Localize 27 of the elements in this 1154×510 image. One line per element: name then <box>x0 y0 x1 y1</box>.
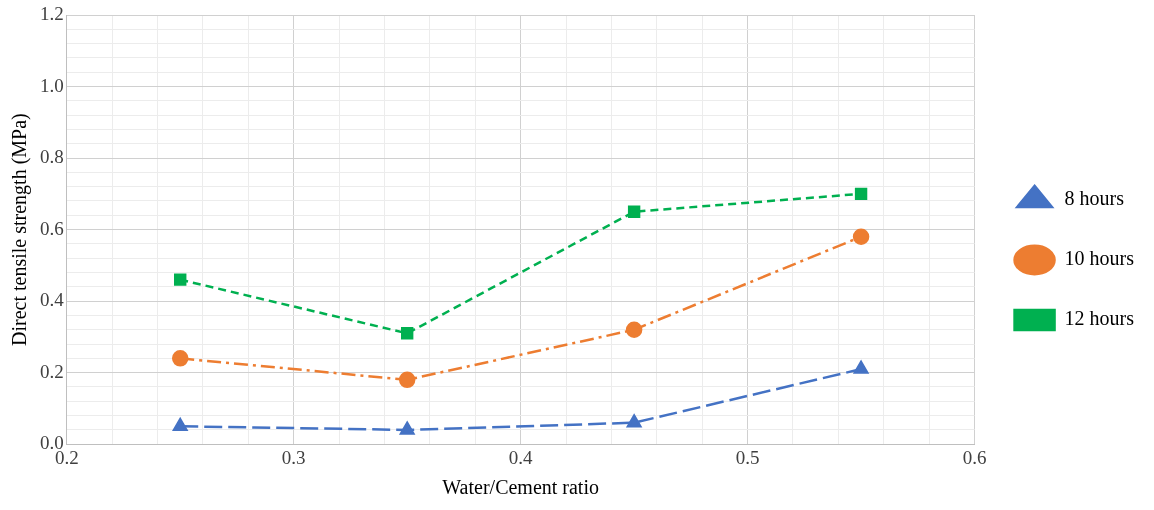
point <box>852 228 870 245</box>
point <box>854 187 868 201</box>
legend-label: 12 hours <box>1064 307 1135 330</box>
point <box>626 414 642 428</box>
x-tick-label: 0.5 <box>735 446 760 468</box>
y-tick-label: 0.2 <box>40 360 64 382</box>
point <box>853 360 869 374</box>
y-tick-label: 1.0 <box>40 74 64 96</box>
point <box>398 371 416 389</box>
x-tick-label: 0.6 <box>962 446 987 468</box>
legend-label: 10 hours <box>1064 247 1135 270</box>
point <box>174 273 187 286</box>
x-axis-title: Water/Cement ratio <box>442 476 599 499</box>
x-tick-label: 0.3 <box>281 446 306 468</box>
y-axis-title: Direct tensile strength (MPa) <box>8 113 32 346</box>
x-tick-label: 0.4 <box>508 446 534 468</box>
point <box>627 205 641 218</box>
legend-label: 8 hours <box>1064 187 1125 210</box>
point <box>400 327 414 340</box>
point <box>171 350 189 367</box>
y-tick-label: 1.2 <box>40 2 64 24</box>
point <box>625 321 643 338</box>
point <box>399 421 415 435</box>
y-tick-label: 0.6 <box>40 217 64 239</box>
y-tick-label: 0.4 <box>40 289 65 311</box>
point <box>172 418 188 432</box>
y-tick-label: 0.8 <box>40 146 64 168</box>
